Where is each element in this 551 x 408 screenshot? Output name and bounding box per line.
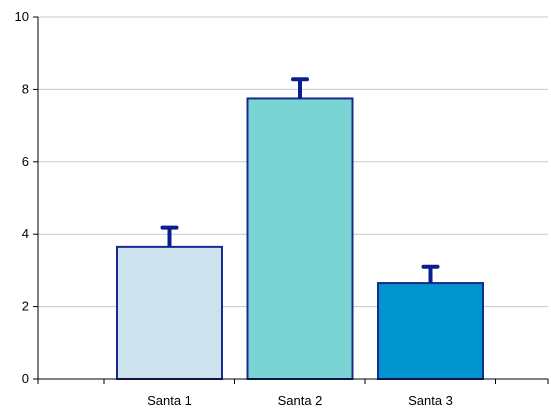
y-tick-label: 8 [22,81,29,96]
y-tick-labels: 0 2 4 6 8 10 [15,9,38,386]
x-tick-label: Santa 3 [408,393,453,408]
bars [116,97,484,381]
axes [37,17,548,380]
bar-santa-3 [377,282,484,381]
y-tick-label: 10 [15,9,29,24]
x-tick-label: Santa 2 [278,393,323,408]
y-tick-label: 0 [22,371,29,386]
y-tick-label: 6 [22,154,29,169]
y-tick-label: 2 [22,299,29,314]
y-tick-label: 4 [22,226,29,241]
x-tick-labels: Santa 1 Santa 2 Santa 3 [37,379,549,408]
bar-santa-2 [246,97,354,380]
error-bars [160,77,440,284]
x-tick-label: Santa 1 [147,393,192,408]
bar-santa-1 [116,245,223,380]
